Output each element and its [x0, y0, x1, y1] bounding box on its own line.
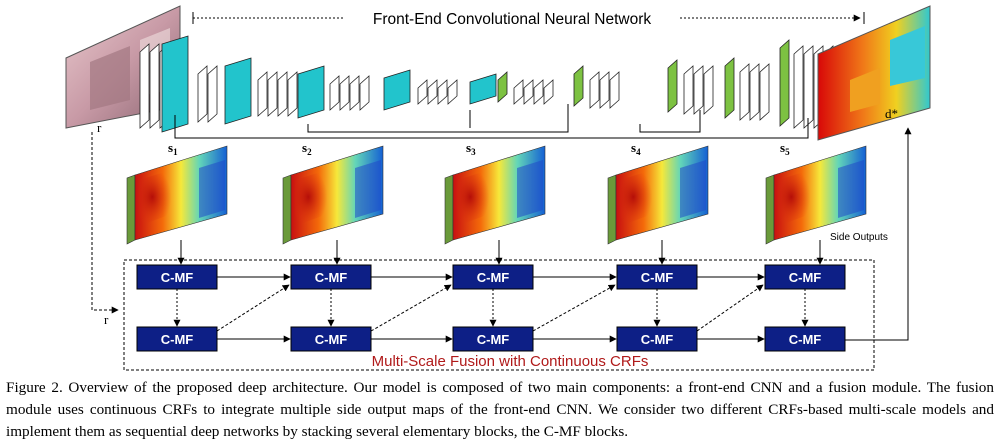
side-output-label: s3 — [466, 140, 476, 157]
c-mf-block — [290, 326, 372, 352]
c-mf-label: C-MF — [789, 270, 822, 285]
architecture-diagram: Front-End Convolutional Neural Network r… — [65, 5, 931, 371]
cnn-layer-block — [277, 71, 288, 117]
fusion-module-box — [123, 259, 875, 371]
cnn-layer-block — [161, 35, 189, 133]
c-mf-label: C-MF — [641, 332, 674, 347]
cnn-layer-block — [779, 39, 790, 127]
cnn-layer-block — [207, 65, 218, 123]
c-mf-block — [136, 326, 218, 352]
cnn-layer-block — [469, 73, 497, 105]
input-label: r — [97, 120, 102, 135]
side-output-label: s2 — [302, 140, 312, 157]
output-depth-map — [817, 5, 931, 141]
c-mf-label: C-MF — [477, 332, 510, 347]
cnn-layer-block — [599, 71, 610, 109]
cnn-layers — [139, 35, 834, 133]
cnn-layer-block — [793, 45, 804, 129]
side-output-label: s1 — [168, 140, 178, 157]
side-output-label: s4 — [631, 140, 641, 157]
c-mf-block — [136, 264, 218, 290]
cnn-layer-block — [693, 65, 704, 115]
cnn-title-group: Front-End Convolutional Neural Network — [192, 11, 865, 28]
side-output-map — [444, 145, 546, 245]
cnn-layer-block — [589, 71, 600, 109]
cnn-layer-block — [287, 71, 298, 117]
cnn-layer-block — [224, 57, 252, 125]
side-output-connectors — [174, 104, 809, 139]
cnn-layer-block — [573, 65, 584, 107]
c-mf-block — [616, 326, 698, 352]
cnn-layer-block — [417, 79, 428, 105]
cnn-layer-block — [339, 75, 350, 111]
cnn-layer-block — [749, 63, 760, 121]
side-output-heatmaps — [126, 145, 867, 265]
c-mf-label: C-MF — [315, 332, 348, 347]
cnn-layer-block — [543, 79, 554, 105]
cnn-layer-block — [759, 63, 770, 121]
c-mf-label: C-MF — [789, 332, 822, 347]
side-output-map — [607, 145, 709, 245]
fusion-title: Multi-Scale Fusion with Continuous CRFs — [372, 353, 649, 370]
side-output-label: s5 — [780, 140, 790, 157]
cnn-layer-block — [533, 79, 544, 105]
c-mf-label: C-MF — [477, 270, 510, 285]
cnn-layer-block — [197, 65, 208, 123]
r-input-path — [91, 132, 119, 314]
cnn-layer-block — [139, 43, 150, 129]
output-path — [845, 127, 912, 341]
cnn-layer-block — [427, 79, 438, 105]
cnn-layer-block — [257, 71, 268, 117]
cnn-layer-block — [267, 71, 278, 117]
cnn-layer-block — [513, 79, 524, 105]
cnn-layer-block — [683, 65, 694, 115]
side-output-map — [126, 145, 228, 245]
c-mf-label: C-MF — [641, 270, 674, 285]
side-output-labels: s1 s2 s3 s4 s5 — [168, 140, 790, 157]
side-output-map — [765, 145, 867, 245]
cnn-layer-block — [803, 45, 814, 129]
cnn-layer-block — [359, 75, 370, 111]
fusion-blocks: C-MF C-MF C-MF C-MF C-MF C-MF C-MF C-MF C-MF C-MF — [136, 264, 846, 352]
cnn-layer-block — [497, 71, 508, 103]
c-mf-label: C-MF — [315, 270, 348, 285]
cnn-layer-block — [329, 75, 340, 111]
c-mf-label: C-MF — [161, 332, 194, 347]
cnn-layer-block — [437, 79, 448, 105]
side-output-map — [282, 145, 384, 245]
figure-caption: Figure 2. Overview of the proposed deep … — [6, 379, 994, 440]
output-label: d* — [885, 106, 898, 121]
cnn-layer-block — [349, 75, 360, 111]
cnn-layer-block — [667, 59, 678, 113]
cnn-layer-block — [703, 65, 714, 115]
cnn-title: Front-End Convolutional Neural Network — [373, 11, 652, 28]
cnn-layer-block — [149, 43, 160, 129]
cnn-layer-block — [609, 71, 620, 109]
cnn-layer-block — [739, 63, 750, 121]
c-mf-block — [764, 326, 846, 352]
r-label: r — [104, 312, 109, 327]
cnn-layer-block — [297, 65, 325, 119]
cnn-layer-block — [383, 69, 411, 111]
c-mf-label: C-MF — [161, 270, 194, 285]
cnn-layer-block — [523, 79, 534, 105]
side-outputs-label: Side Outputs — [830, 232, 888, 243]
c-mf-block — [452, 326, 534, 352]
cnn-layer-block — [724, 57, 735, 119]
cnn-layer-block — [447, 79, 458, 105]
